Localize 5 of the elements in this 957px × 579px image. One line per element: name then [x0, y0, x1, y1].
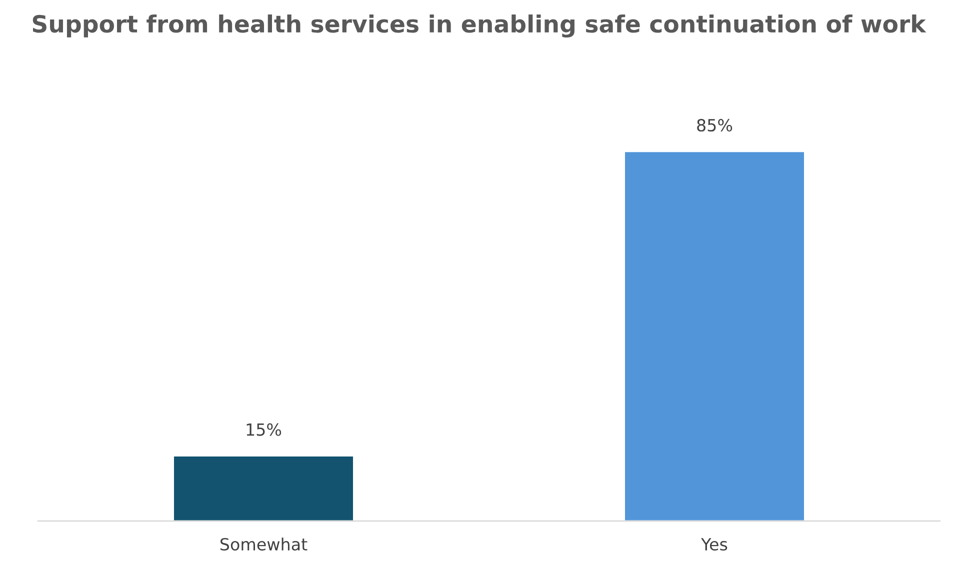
data-label: 85%: [697, 118, 732, 132]
chart-title: Support from health services in enabling safe continuation of work: [32, 14, 926, 38]
x-tick-label: Somewhat: [220, 538, 308, 551]
x-tick-label: Yes: [701, 538, 728, 551]
data-label: 15%: [246, 423, 282, 436]
